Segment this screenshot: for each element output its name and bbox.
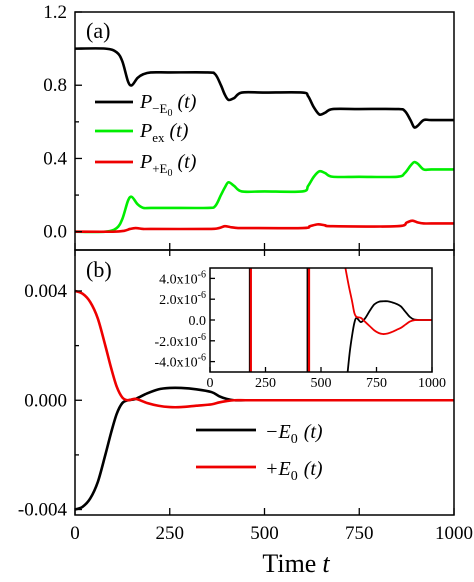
panel-a-legend-label-1: P−E0(t): [139, 91, 197, 119]
inset-background: [210, 268, 432, 372]
panel-a-legend-label-2: Pex (t): [139, 120, 189, 145]
x-axis-label-main: Time: [262, 549, 316, 578]
inset-xtick-label-4: 1000: [418, 376, 446, 391]
panel-b-xtick-label-0: 0: [70, 523, 80, 544]
inset-xtick-label-0: 0: [207, 376, 214, 391]
panel-b-ytick-label-1: 0.000: [24, 390, 67, 411]
panel-b-xtick-label-3: 750: [345, 523, 374, 544]
inset-ytick-label-4: -4.0x10-6: [154, 353, 206, 371]
inset-ytick-label-0: 4.0x10-6: [159, 269, 206, 287]
inset-series-1: [346, 300, 432, 372]
panel-a-ytick-label-1: 0.4: [43, 148, 67, 169]
inset-xtick-label-2: 500: [311, 376, 332, 391]
panel-a-ytick-label-2: 0.8: [43, 75, 67, 96]
x-axis-label: Time t: [262, 549, 330, 578]
inset-xtick-label-1: 250: [255, 376, 276, 391]
panel-b-legend-label-1: −E0 (t): [265, 421, 323, 447]
panel-a-series-1: [75, 47, 454, 129]
panel-a-ytick-label-0: 0.0: [43, 222, 67, 243]
panel-a-legend-label-3: P+E0(t): [139, 151, 197, 179]
inset-series-2: [344, 268, 432, 335]
panel-b-label: (b): [86, 257, 112, 282]
panel-a: 0.0 0.4 0.8 1.2 (a) P−E0(t)Pex (t) P+E0(t): [43, 2, 455, 251]
inset-ytick-label-2: 0.0: [189, 314, 207, 329]
inset-panel: 4.0x10-6 2.0x10-6 0.0 -2.0x10-6 -4.0x10-60 25…: [154, 267, 446, 391]
panel-a-series-3: [75, 219, 454, 234]
panel-a-ytick-label-3: 1.2: [43, 2, 67, 23]
panel-b-xtick-label-2: 500: [250, 523, 279, 544]
panel-b-ytick-label-0: -0.004: [18, 500, 68, 521]
inset-ytick-label-3: -2.0x10-6: [154, 332, 206, 350]
inset-ytick-label-1: 2.0x10-6: [159, 290, 206, 308]
panel-b-legend-label-2: +E0 (t): [265, 458, 323, 484]
panel-b-ytick-label-2: 0.004: [24, 281, 67, 302]
inset-xtick-label-3: 750: [366, 376, 387, 391]
x-axis-label-var: t: [322, 549, 330, 578]
panel-a-series-2: [75, 160, 454, 234]
panel-b: -0.004 0.000 0.004 0 250 500 750 1000 (b) −E0 (t…: [18, 249, 473, 544]
panel-b-xtick-label-4: 1000: [435, 523, 473, 544]
panel-b-series-2: [75, 289, 454, 409]
panel-a-label: (a): [86, 18, 110, 43]
panel-b-xtick-label-1: 250: [156, 523, 185, 544]
panel-b-series-1: [75, 386, 454, 511]
